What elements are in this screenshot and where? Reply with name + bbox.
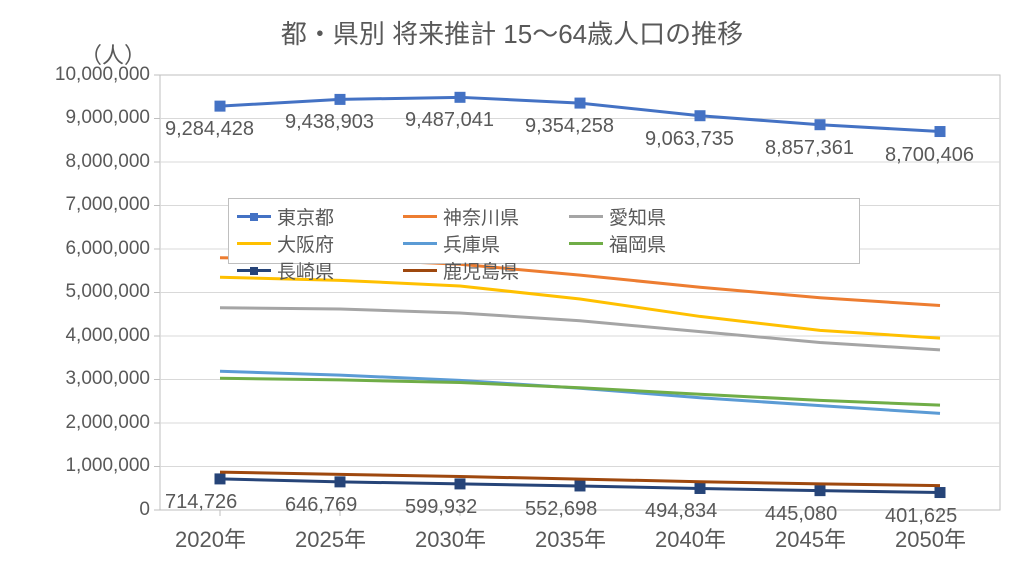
data-label: 9,063,735	[645, 128, 734, 151]
y-tick-label: 3,000,000	[65, 368, 150, 390]
legend-label: 鹿児島県	[443, 257, 519, 284]
y-tick-label: 1,000,000	[65, 455, 150, 477]
x-tick-label: 2025年	[295, 522, 366, 554]
y-tick-label: 9,000,000	[65, 107, 150, 129]
y-tick-label: 5,000,000	[65, 281, 150, 303]
y-tick-label: 2,000,000	[65, 412, 150, 434]
x-tick-label: 2040年	[655, 522, 726, 554]
legend-swatch	[403, 269, 437, 272]
legend: 東京都神奈川県愛知県大阪府兵庫県福岡県長崎県鹿児島県	[228, 198, 860, 264]
data-label: 552,698	[525, 498, 597, 521]
legend-swatch	[569, 215, 603, 218]
y-tick-label: 10,000,000	[55, 64, 150, 86]
legend-label: 福岡県	[609, 230, 666, 257]
legend-label: 兵庫県	[443, 230, 500, 257]
legend-item: 東京都	[237, 203, 385, 230]
legend-item: 神奈川県	[403, 203, 551, 230]
legend-item: 愛知県	[569, 203, 717, 230]
x-tick-label: 2020年	[175, 522, 246, 554]
data-label: 9,284,428	[165, 118, 254, 141]
legend-item: 長崎県	[237, 257, 385, 284]
legend-swatch	[403, 215, 437, 218]
x-tick-label: 2035年	[535, 522, 606, 554]
legend-swatch	[237, 269, 271, 272]
legend-swatch	[237, 215, 271, 218]
y-tick-label: 6,000,000	[65, 238, 150, 260]
data-label: 9,487,041	[405, 109, 494, 132]
legend-item: 大阪府	[237, 230, 385, 257]
y-tick-label: 4,000,000	[65, 325, 150, 347]
legend-label: 東京都	[277, 203, 334, 230]
data-label: 8,857,361	[765, 137, 854, 160]
legend-swatch	[569, 242, 603, 245]
legend-label: 長崎県	[277, 257, 334, 284]
legend-label: 愛知県	[609, 203, 666, 230]
legend-item: 兵庫県	[403, 230, 551, 257]
x-tick-label: 2030年	[415, 522, 486, 554]
data-label: 9,354,258	[525, 115, 614, 138]
y-tick-label: 0	[139, 499, 150, 521]
data-label: 9,438,903	[285, 111, 374, 134]
legend-label: 神奈川県	[443, 203, 519, 230]
legend-swatch	[403, 242, 437, 245]
legend-label: 大阪府	[277, 230, 334, 257]
legend-swatch	[237, 242, 271, 245]
data-label: 494,834	[645, 500, 717, 523]
data-label: 401,625	[885, 505, 957, 528]
chart-svg	[0, 0, 1024, 568]
data-label: 8,700,406	[885, 144, 974, 167]
data-label: 445,080	[765, 503, 837, 526]
y-tick-label: 8,000,000	[65, 151, 150, 173]
x-tick-label: 2045年	[775, 522, 846, 554]
data-label: 646,769	[285, 494, 357, 517]
legend-item: 鹿児島県	[403, 257, 551, 284]
data-label: 599,932	[405, 496, 477, 519]
data-label: 714,726	[165, 491, 237, 514]
legend-item: 福岡県	[569, 230, 717, 257]
y-tick-label: 7,000,000	[65, 194, 150, 216]
